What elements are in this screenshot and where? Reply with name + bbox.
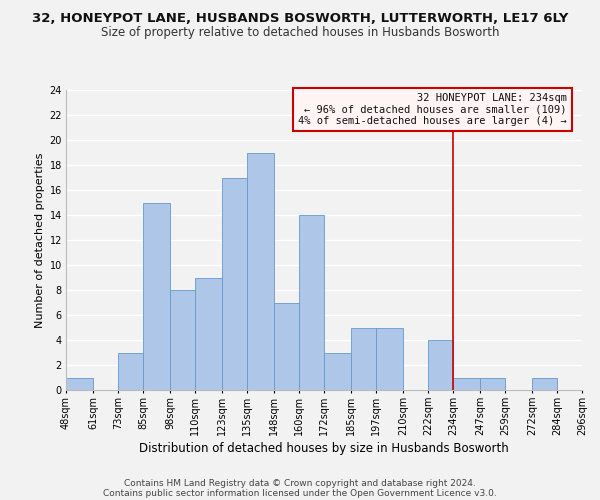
Bar <box>532 378 557 390</box>
Text: Contains HM Land Registry data © Crown copyright and database right 2024.: Contains HM Land Registry data © Crown c… <box>124 478 476 488</box>
Text: Size of property relative to detached houses in Husbands Bosworth: Size of property relative to detached ho… <box>101 26 499 39</box>
Text: 32 HONEYPOT LANE: 234sqm
← 96% of detached houses are smaller (109)
4% of semi-d: 32 HONEYPOT LANE: 234sqm ← 96% of detach… <box>298 93 566 126</box>
Y-axis label: Number of detached properties: Number of detached properties <box>35 152 45 328</box>
Bar <box>247 152 274 390</box>
Bar <box>324 352 351 390</box>
Bar <box>453 378 480 390</box>
Bar <box>274 302 299 390</box>
Bar <box>376 328 403 390</box>
Bar <box>66 378 93 390</box>
Bar <box>299 215 324 390</box>
Bar <box>118 352 143 390</box>
Bar <box>480 378 505 390</box>
Bar <box>195 278 222 390</box>
Bar <box>143 202 170 390</box>
X-axis label: Distribution of detached houses by size in Husbands Bosworth: Distribution of detached houses by size … <box>139 442 509 455</box>
Bar <box>222 178 247 390</box>
Bar <box>428 340 453 390</box>
Text: Contains public sector information licensed under the Open Government Licence v3: Contains public sector information licen… <box>103 488 497 498</box>
Text: 32, HONEYPOT LANE, HUSBANDS BOSWORTH, LUTTERWORTH, LE17 6LY: 32, HONEYPOT LANE, HUSBANDS BOSWORTH, LU… <box>32 12 568 26</box>
Bar <box>351 328 376 390</box>
Bar <box>170 290 195 390</box>
